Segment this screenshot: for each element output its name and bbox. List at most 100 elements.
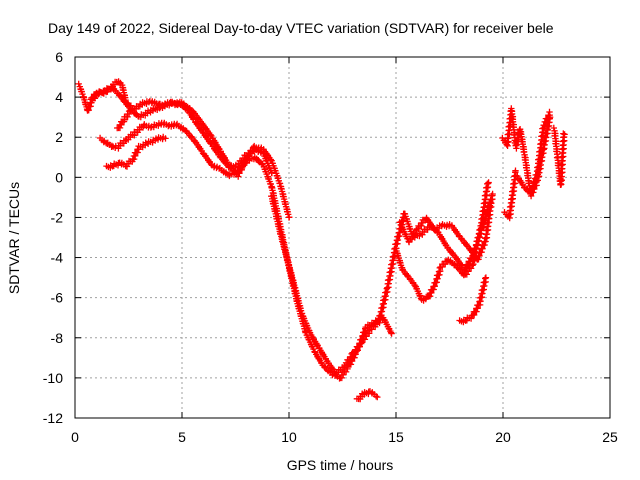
- data-point-plus: [412, 283, 425, 302]
- x-tick-label: 20: [495, 429, 511, 445]
- data-point-plus: [306, 329, 321, 350]
- data-point-plus: [88, 89, 101, 102]
- data-point-plus: [431, 264, 444, 290]
- series-arc-9: [456, 274, 490, 326]
- data-point-plus: [489, 190, 496, 198]
- data-point-plus: [292, 287, 306, 317]
- data-point-plus: [226, 168, 240, 180]
- series-arc-8: [396, 190, 496, 263]
- data-point-plus: [505, 169, 520, 222]
- series-arc-7: [392, 179, 492, 304]
- chart-title: Day 149 of 2022, Sidereal Day-to-day VTE…: [48, 20, 554, 36]
- data-point-plus: [173, 120, 189, 134]
- data-point-plus: [435, 229, 450, 249]
- data-point-plus: [460, 262, 476, 278]
- data-point-plus: [482, 192, 496, 242]
- data-point-plus: [349, 340, 365, 356]
- y-tick-label: -2: [51, 209, 64, 225]
- data-points: [75, 78, 568, 403]
- data-point-plus: [423, 214, 437, 232]
- data-point-plus: [208, 140, 224, 160]
- data-point-plus: [561, 131, 568, 138]
- data-point-plus: [405, 273, 418, 289]
- data-point-plus: [540, 115, 553, 152]
- series-arc-13: [501, 167, 520, 222]
- series-arc-10: [353, 388, 381, 403]
- data-point-plus: [512, 167, 519, 174]
- data-point-plus: [217, 148, 232, 168]
- y-tick-label: -4: [51, 250, 64, 266]
- x-axis-label: GPS time / hours: [287, 457, 394, 473]
- data-point-plus: [135, 107, 152, 121]
- data-point-plus: [123, 131, 138, 143]
- data-point-plus: [333, 364, 348, 379]
- data-point-plus: [200, 150, 215, 168]
- data-point-plus: [192, 118, 206, 136]
- data-point-plus: [191, 137, 207, 157]
- data-point-plus: [162, 135, 169, 142]
- y-tick-label: 0: [55, 169, 63, 185]
- data-point-plus: [285, 214, 293, 221]
- data-point-plus: [208, 132, 223, 153]
- data-point-plus: [298, 310, 314, 337]
- data-point-plus: [366, 388, 380, 400]
- data-point-plus: [341, 350, 355, 370]
- data-point-plus: [302, 329, 318, 355]
- data-point-plus: [476, 275, 489, 309]
- x-tick-label: 10: [281, 429, 297, 445]
- data-point-plus: [152, 133, 167, 143]
- data-point-plus: [366, 318, 381, 333]
- data-point-plus: [353, 390, 366, 403]
- series-arc-14: [550, 124, 568, 188]
- y-tick-label: 6: [55, 49, 63, 65]
- data-point-plus: [375, 285, 391, 327]
- data-point-plus: [277, 183, 293, 221]
- data-point-plus: [216, 164, 232, 178]
- data-point-plus: [311, 348, 326, 369]
- data-point-plus: [463, 312, 475, 324]
- series-arc-5: [103, 133, 169, 171]
- data-point-plus: [387, 329, 395, 336]
- data-point-plus: [259, 160, 275, 190]
- y-tick-label: -6: [51, 290, 64, 306]
- data-point-plus: [319, 362, 334, 376]
- data-point-plus: [550, 124, 562, 161]
- y-axis-label: SDTVAR / TECUs: [6, 182, 22, 294]
- data-point-plus: [474, 238, 489, 263]
- data-point-plus: [482, 274, 490, 281]
- data-point-plus: [456, 233, 471, 250]
- data-point-plus: [478, 180, 492, 227]
- data-point-plus: [358, 327, 373, 346]
- x-tick-label: 5: [178, 429, 186, 445]
- data-point-plus: [115, 137, 129, 152]
- data-point-plus: [374, 393, 381, 401]
- x-tick-label: 0: [71, 429, 79, 445]
- x-tick-label: 15: [388, 429, 404, 445]
- data-point-plus: [184, 107, 197, 123]
- y-tick-label: -10: [43, 370, 63, 386]
- data-point-plus: [485, 179, 492, 186]
- series-arc-6: [268, 193, 494, 379]
- y-tick-label: -8: [51, 330, 64, 346]
- data-point-plus: [315, 344, 331, 365]
- data-point-plus: [178, 99, 195, 114]
- series-arc-12: [514, 108, 553, 197]
- y-tick-label: 2: [55, 129, 63, 145]
- data-point-plus: [268, 193, 284, 235]
- data-point-plus: [144, 136, 159, 147]
- data-point-plus: [115, 78, 124, 87]
- data-point-plus: [135, 139, 149, 151]
- series-arc-4: [96, 119, 395, 382]
- series-arc-11: [499, 105, 554, 200]
- data-point-plus: [131, 123, 147, 136]
- data-point-plus: [405, 226, 420, 246]
- data-point-plus: [399, 266, 411, 280]
- data-point-plus: [190, 108, 206, 128]
- y-tick-label: 4: [55, 89, 63, 105]
- data-point-plus: [546, 108, 553, 116]
- data-point-plus: [557, 130, 568, 188]
- data-point-plus: [413, 216, 429, 233]
